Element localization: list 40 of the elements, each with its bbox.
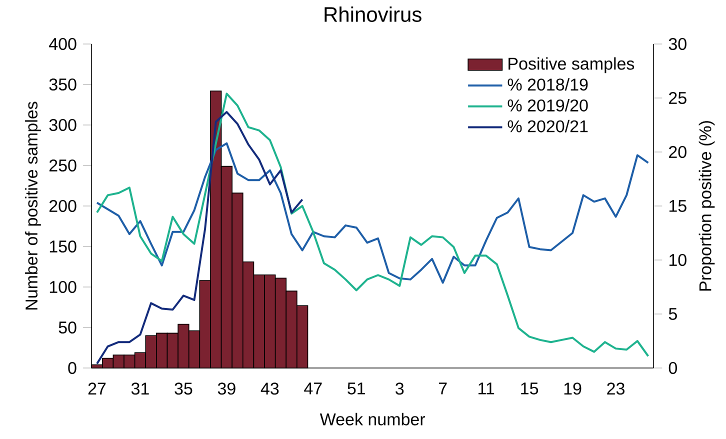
x-axis-title: Week number — [320, 412, 426, 426]
y2-tick-label: 30 — [668, 38, 686, 50]
y2-axis-title: Proportion positive (%) — [698, 121, 715, 291]
legend-label: Positive samples — [508, 57, 634, 74]
y-tick-label: 50 — [58, 321, 76, 334]
y2-tick-label: 0 — [668, 362, 677, 374]
x-tick-label: 23 — [607, 382, 624, 395]
x-tick-label: 15 — [521, 382, 538, 394]
chart-title: Rhinovirus — [324, 6, 422, 22]
y2-tick-label: 25 — [669, 92, 686, 104]
y-tick-label: 200 — [49, 200, 76, 212]
y-tick-label: 300 — [49, 118, 76, 132]
y-tick-label: 0 — [68, 362, 76, 374]
x-tick-label: 51 — [348, 382, 366, 394]
legend-label: % 2018/19 — [508, 78, 588, 91]
y-axis-title: Number of positive samples — [25, 102, 41, 310]
x-tick-label: 7 — [439, 382, 447, 394]
x-tick-label: 19 — [564, 382, 582, 395]
line-series — [96, 111, 304, 365]
line-series — [96, 142, 650, 284]
y-tick-label: 400 — [49, 38, 76, 50]
line-series — [96, 92, 650, 358]
y2-tick-label: 10 — [669, 254, 686, 266]
x-tick-label: 35 — [174, 382, 192, 395]
y2-tick-label: 5 — [668, 308, 677, 320]
legend-label: % 2019/20 — [508, 98, 588, 112]
y2-tick-label: 15 — [669, 200, 686, 212]
y2-tick-label: 20 — [669, 146, 686, 158]
y-tick-label: 150 — [50, 240, 76, 253]
x-tick-label: 47 — [304, 382, 322, 394]
y-tick-label: 100 — [50, 280, 76, 294]
y-tick-label: 250 — [49, 159, 76, 172]
legend-label: % 2020/21 — [508, 120, 588, 132]
x-tick-label: 11 — [478, 382, 494, 394]
x-tick-label: 3 — [396, 382, 404, 395]
y-tick-label: 350 — [49, 78, 76, 91]
x-tick-label: 43 — [260, 382, 279, 395]
x-tick-label: 27 — [88, 382, 106, 394]
x-tick-label: 31 — [131, 382, 149, 395]
x-tick-label: 39 — [218, 382, 236, 395]
